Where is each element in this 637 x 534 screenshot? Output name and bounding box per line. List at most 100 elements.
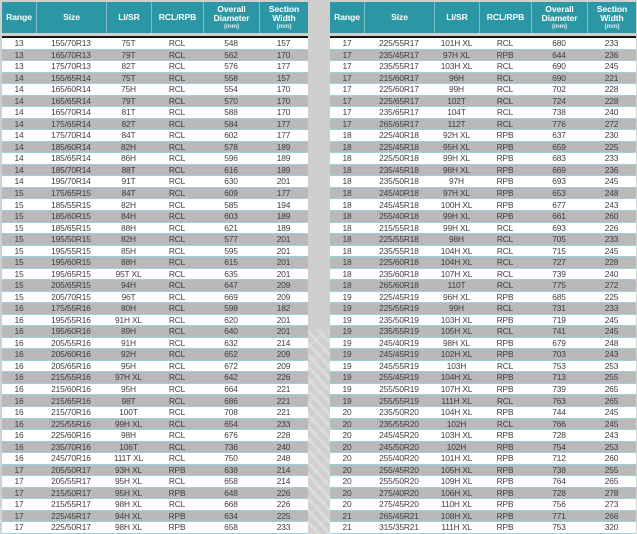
cell-section-width: 253 — [604, 361, 619, 371]
cell-range: 14 — [14, 131, 24, 140]
cell-rcl-rpb: RCL — [168, 442, 186, 452]
cell-rcl-rpb: RPB — [168, 465, 186, 475]
cell-overall-diameter: 647 — [224, 281, 238, 290]
cell-li-sr: 75T — [121, 73, 136, 83]
table-row: 17 215/60R17 96H RCL 690 221 — [330, 72, 636, 85]
cell-rcl-rpb: RCL — [496, 304, 514, 313]
cell-rcl-rpb: RCL — [496, 39, 514, 48]
cell-section-width: 209 — [276, 361, 291, 371]
cell-li-sr: 100T — [119, 408, 138, 417]
table-row: 19 245/40R19 98H XL RPB 679 248 — [330, 337, 636, 350]
cell-li-sr: 104H XL — [440, 258, 473, 267]
cell-rcl-rpb: RCL — [496, 419, 514, 428]
cell-size: 235/55R17 — [379, 62, 419, 71]
cell-range: 18 — [342, 235, 352, 244]
cell-section-width: 243 — [604, 431, 619, 440]
cell-section-width: 226 — [604, 223, 619, 232]
cell-overall-diameter: 637 — [552, 131, 566, 140]
cell-range: 20 — [342, 477, 352, 486]
cell-size: 175/65R14 — [51, 119, 91, 129]
cell-overall-diameter: 764 — [552, 477, 566, 486]
cell-rcl-rpb: RCL — [496, 246, 514, 256]
cell-li-sr: 99H — [449, 304, 464, 313]
cell-rcl-rpb: RPB — [496, 338, 514, 348]
table-row: 18 215/55R18 99H XL RCL 693 226 — [330, 222, 636, 235]
table-row: 15 185/60R15 84H RCL 603 189 — [2, 210, 308, 223]
cell-rcl-rpb: RPB — [496, 465, 514, 475]
cell-overall-diameter: 584 — [224, 119, 238, 129]
cell-li-sr: 101H XL — [440, 454, 473, 463]
cell-rcl-rpb: RPB — [496, 511, 514, 521]
cell-section-width: 240 — [604, 269, 619, 279]
column-label: Overall Diameter — [213, 3, 250, 23]
table-row: 16 245/70R16 111T XL RCL 750 248 — [2, 453, 308, 465]
cell-size: 225/60R16 — [51, 431, 91, 440]
cell-range: 14 — [14, 85, 24, 94]
cell-rcl-rpb: RCL — [496, 396, 514, 405]
cell-section-width: 240 — [604, 108, 619, 117]
cell-range: 14 — [14, 154, 24, 163]
cell-li-sr: 111H XL — [441, 523, 472, 532]
column-header-rcl-rpb: RCL/RPB — [151, 2, 203, 33]
cell-li-sr: 86H — [121, 154, 136, 163]
cell-rcl-rpb: RCL — [168, 200, 186, 209]
cell-section-width: 245 — [604, 177, 619, 186]
cell-li-sr: 81T — [121, 108, 136, 117]
cell-section-width: 260 — [604, 454, 619, 463]
cell-section-width: 230 — [604, 131, 619, 140]
table-row: 13 165/70R13 79T RCL 562 170 — [2, 49, 308, 62]
cell-overall-diameter: 677 — [552, 200, 566, 209]
column-header-overall-diameter: Overall Diameter (mm) — [531, 2, 587, 33]
column-label: RCL/RPB — [486, 11, 525, 22]
table-row: 17 205/55R17 95H XL RCL 658 214 — [2, 476, 308, 488]
cell-size: 255/45R19 — [379, 373, 419, 382]
tire-size-table-left: Range Size LI/SR RCL/RPB Overall Diameter (mm… — [2, 2, 308, 534]
cell-li-sr: 100H XL — [440, 200, 473, 209]
cell-rcl-rpb: RCL — [168, 212, 186, 221]
cell-overall-diameter: 693 — [552, 223, 566, 232]
cell-rcl-rpb: RCL — [168, 338, 186, 348]
column-label: Size — [391, 11, 408, 22]
column-unit-label: (mm) — [276, 22, 292, 30]
table-row: 14 185/65R14 86H RCL 596 189 — [2, 153, 308, 165]
table-row: 17 225/55R17 101H XL RCL 680 233 — [330, 38, 636, 50]
cell-range: 18 — [342, 269, 352, 279]
cell-li-sr: 95H — [121, 361, 136, 371]
cell-size: 155/65R14 — [51, 73, 91, 83]
cell-li-sr: 110T — [447, 281, 466, 290]
cell-size: 205/55R17 — [51, 477, 91, 486]
cell-li-sr: 92H — [121, 350, 136, 359]
cell-range: 19 — [342, 315, 352, 325]
cell-range: 13 — [14, 62, 24, 71]
table-row: 13 155/70R13 75T RCL 548 157 — [2, 38, 308, 50]
cell-section-width: 201 — [276, 177, 291, 186]
cell-size: 225/50R17 — [51, 523, 91, 532]
column-header-size: Size — [36, 2, 106, 33]
cell-section-width: 157 — [276, 39, 291, 48]
table-row: 20 255/50R20 109H XL RPB 764 265 — [330, 476, 636, 488]
cell-size: 195/60R16 — [51, 327, 91, 336]
cell-li-sr: 104H XL — [440, 408, 473, 417]
cell-rcl-rpb: RCL — [168, 258, 186, 267]
cell-section-width: 233 — [276, 523, 291, 532]
cell-li-sr: 91H XL — [114, 315, 143, 325]
cell-size: 245/70R16 — [51, 454, 91, 463]
cell-size: 225/55R16 — [51, 419, 91, 428]
cell-li-sr: 98H — [121, 431, 136, 440]
cell-li-sr: 99H XL — [114, 419, 143, 428]
cell-li-sr: 75T — [121, 39, 136, 48]
cell-overall-diameter: 632 — [224, 338, 238, 348]
cell-range: 17 — [342, 50, 352, 59]
cell-li-sr: 104H XL — [440, 246, 473, 256]
cell-overall-diameter: 638 — [224, 465, 238, 475]
cell-overall-diameter: 728 — [552, 431, 566, 440]
cell-rcl-rpb: RCL — [168, 62, 186, 71]
cell-rcl-rpb: RCL — [168, 281, 186, 290]
column-header-range: Range — [2, 2, 36, 33]
cell-li-sr: 102H XL — [440, 350, 473, 359]
cell-rcl-rpb: RPB — [496, 442, 514, 452]
cell-overall-diameter: 713 — [552, 373, 566, 382]
table-row: 13 175/70R13 82T RCL 576 177 — [2, 61, 308, 73]
cell-size: 165/60R14 — [51, 85, 91, 94]
cell-rcl-rpb: RPB — [168, 488, 186, 498]
